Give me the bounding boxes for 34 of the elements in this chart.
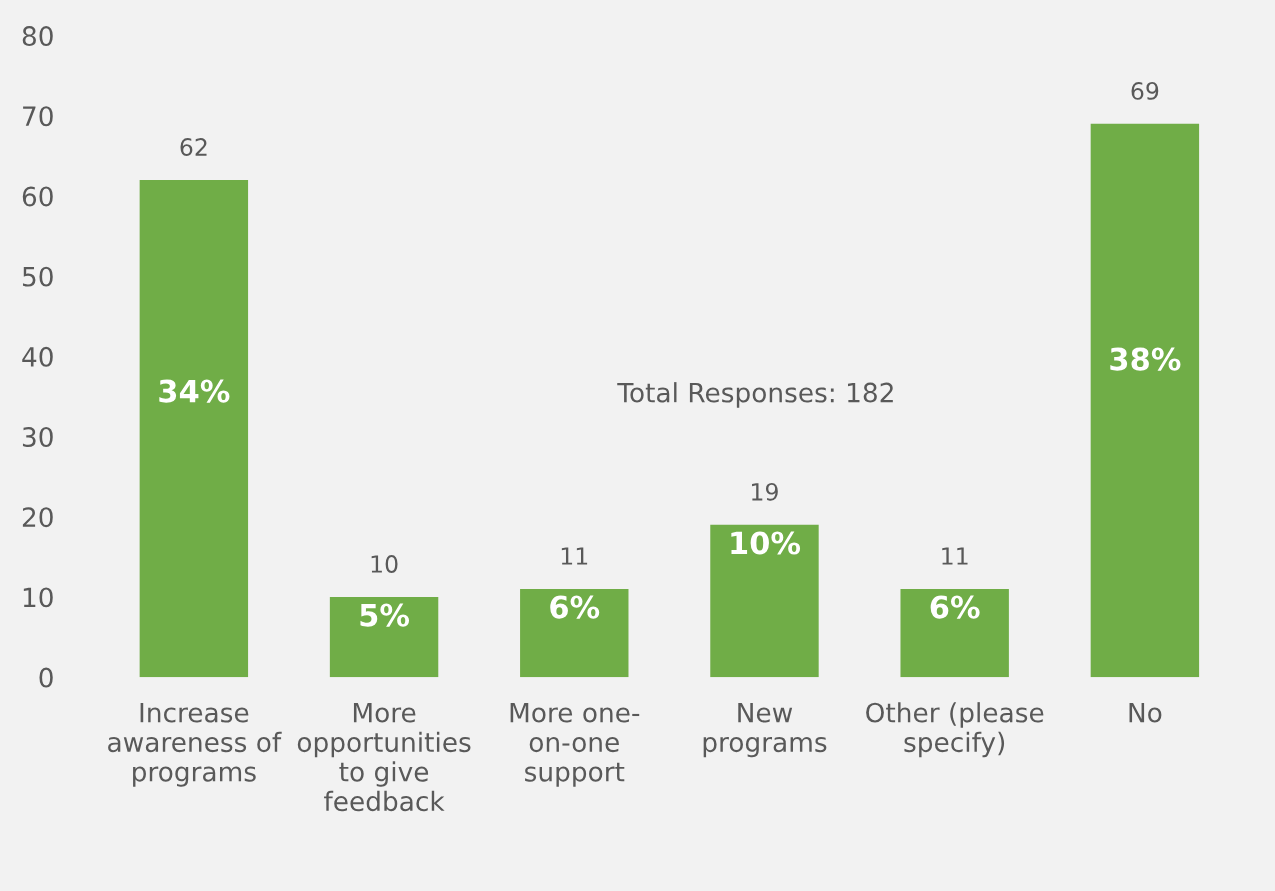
bar xyxy=(329,596,439,678)
y-tick-label: 50 xyxy=(22,266,53,287)
y-tick-label: 40 xyxy=(22,346,53,367)
y-tick-label: 80 xyxy=(22,26,53,47)
x-tick-label: More opportunities to give feedback xyxy=(297,702,471,812)
x-tick-label: New programs xyxy=(703,702,827,758)
y-tick-label: 70 xyxy=(23,106,53,127)
data-label: 11 xyxy=(942,547,968,565)
bar xyxy=(139,179,249,678)
data-label: 10 xyxy=(371,555,398,573)
bar xyxy=(520,588,629,678)
bar xyxy=(710,524,819,678)
data-label: 69 xyxy=(1131,81,1159,100)
data-label: 11 xyxy=(561,547,588,565)
y-tick-label: 30 xyxy=(22,427,53,447)
bar xyxy=(1090,123,1200,678)
annotation: 38% xyxy=(1110,347,1181,371)
data-label: 19 xyxy=(752,482,778,501)
y-tick-label: 0 xyxy=(39,667,53,688)
annotation: 5% xyxy=(360,603,410,627)
y-tick-label: 60 xyxy=(22,186,53,207)
y-tick-label: 20 xyxy=(22,507,53,528)
annotation: 6% xyxy=(550,595,600,619)
x-tick-label: More one- on-one support xyxy=(510,702,640,787)
annotation: 10% xyxy=(731,531,801,555)
bar xyxy=(900,588,1009,678)
x-tick-label: Increase awareness of programs xyxy=(108,702,282,787)
y-tick-label: 10 xyxy=(23,587,53,608)
annotation: Total Responses: 182 xyxy=(617,382,893,408)
annotation: 6% xyxy=(930,595,980,619)
annotation: 34% xyxy=(159,379,230,403)
data-label: 62 xyxy=(180,138,207,156)
x-tick-label: No xyxy=(1129,702,1162,723)
x-tick-label: Other (please specify) xyxy=(866,702,1044,758)
